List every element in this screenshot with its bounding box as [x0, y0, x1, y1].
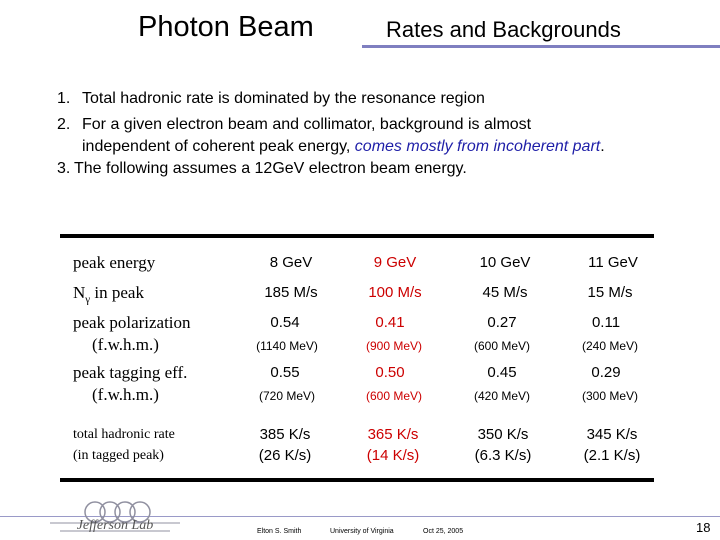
- cell-tagging-width: (420 MeV): [473, 389, 531, 403]
- cell-tagging: 0.45: [487, 364, 517, 381]
- bullet-point-2-continued: independent of coherent peak energy, com…: [82, 136, 605, 158]
- cell-rate: 100 M/s: [368, 284, 422, 301]
- row-label-hadronic-sub: (in tagged peak): [73, 448, 164, 463]
- row-label-polarization-sub: (f.w.h.m.): [92, 335, 159, 354]
- cell-polarization-width: (240 MeV): [581, 339, 639, 353]
- bullet-number: 2.: [57, 116, 71, 133]
- cell-hadronic-tagged: (14 K/s): [366, 447, 420, 464]
- footer-author: Elton S. Smith: [257, 528, 302, 535]
- cell-tagging-width: (300 MeV): [581, 389, 639, 403]
- bullet-number: 3.: [57, 160, 71, 177]
- row-label-polarization: peak polarization: [73, 313, 191, 332]
- cell-polarization-width: (1140 MeV): [256, 339, 318, 353]
- row-label-photon-rate: Nγ in peak: [73, 283, 144, 305]
- cell-hadronic: 350 K/s: [477, 426, 529, 443]
- cell-polarization: 0.27: [487, 314, 517, 331]
- cell-tagging: 0.29: [591, 364, 621, 381]
- cell-energy: 9 GeV: [373, 254, 417, 271]
- cell-rate: 185 M/s: [264, 284, 318, 301]
- footer-institution: University of Virginia: [330, 528, 394, 535]
- cell-hadronic: 385 K/s: [259, 426, 311, 443]
- cell-tagging: 0.55: [270, 364, 300, 381]
- cell-polarization-width: (600 MeV): [473, 339, 531, 353]
- cell-hadronic-tagged: (26 K/s): [258, 447, 312, 464]
- bullet-text: For a given electron beam and collimator…: [82, 116, 532, 133]
- row-label-tagging-sub: (f.w.h.m.): [92, 385, 159, 404]
- jefferson-lab-logo: Jefferson Lab: [50, 501, 180, 533]
- cell-hadronic-tagged: (6.3 K/s): [474, 447, 532, 464]
- cell-polarization-width: (900 MeV): [365, 339, 423, 353]
- cell-energy: 10 GeV: [479, 254, 531, 271]
- rate-subscript: γ: [85, 293, 91, 306]
- cell-hadronic: 345 K/s: [586, 426, 638, 443]
- slide-subtitle: Rates and Backgrounds: [386, 17, 621, 42]
- bullet-point-2: 2. For a given electron beam and collimat…: [57, 114, 531, 136]
- rate-prefix: N: [73, 283, 86, 302]
- cell-tagging-width: (720 MeV): [258, 389, 316, 403]
- bullet-text: independent of coherent peak energy,: [82, 138, 355, 155]
- bullet-text: The following assumes a 12GeV electron b…: [74, 160, 467, 177]
- bullet-number: 1.: [57, 90, 71, 107]
- cell-tagging: 0.50: [375, 364, 405, 381]
- bullet-point-1: 1. Total hadronic rate is dominated by th…: [57, 88, 485, 110]
- bullet-tail: .: [600, 138, 605, 155]
- rate-suffix: in peak: [90, 283, 144, 302]
- cell-hadronic-tagged: (2.1 K/s): [583, 447, 641, 464]
- cell-rate: 45 M/s: [482, 284, 528, 301]
- cell-tagging-width: (600 MeV): [365, 389, 423, 403]
- logo-text: Jefferson Lab: [77, 518, 154, 533]
- cell-polarization: 0.54: [270, 314, 300, 331]
- slide-title: Photon Beam: [138, 11, 314, 43]
- title-underline: [362, 45, 720, 48]
- cell-polarization: 0.41: [375, 314, 405, 331]
- table-bottom-rule: [60, 478, 654, 482]
- cell-hadronic: 365 K/s: [367, 426, 419, 443]
- bullet-text: Total hadronic rate is dominated by the …: [82, 90, 485, 107]
- footer-date: Oct 25, 2005: [423, 528, 464, 535]
- emphasis-text: comes mostly from incoherent part: [354, 138, 601, 155]
- cell-energy: 8 GeV: [269, 254, 313, 271]
- row-label-peak-energy: peak energy: [73, 253, 156, 272]
- page-number: 18: [696, 520, 711, 535]
- row-label-tagging: peak tagging eff.: [73, 363, 188, 382]
- table-top-rule: [60, 234, 654, 238]
- row-label-hadronic: total hadronic rate: [73, 427, 175, 442]
- bullet-point-3: 3. The following assumes a 12GeV electron…: [57, 158, 467, 180]
- footer-rule: [0, 516, 720, 517]
- cell-rate: 15 M/s: [587, 284, 633, 301]
- cell-polarization: 0.11: [591, 314, 621, 331]
- cell-energy: 11 GeV: [588, 254, 638, 271]
